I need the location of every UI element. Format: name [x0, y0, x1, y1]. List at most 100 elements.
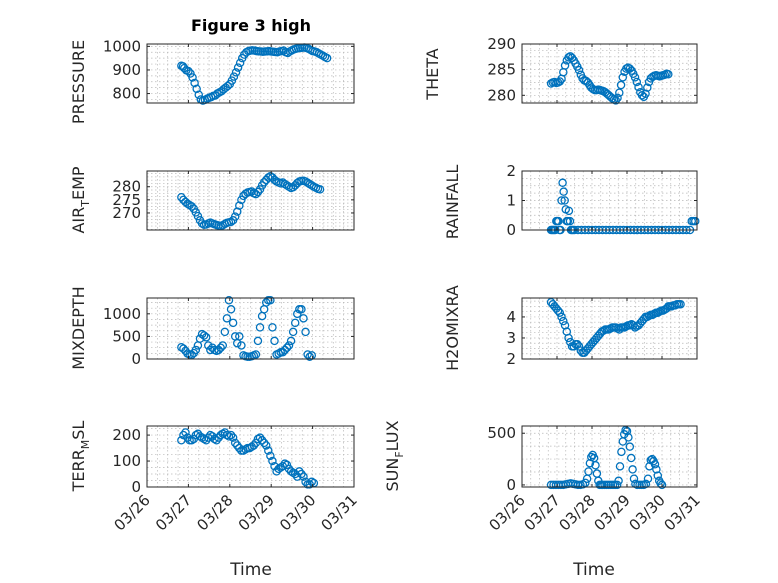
data-point — [231, 68, 241, 77]
data-point — [574, 65, 584, 75]
data-point — [624, 433, 633, 442]
data-point — [218, 341, 228, 350]
data-point — [282, 343, 292, 352]
data-point — [573, 340, 582, 349]
data-point — [210, 434, 219, 444]
data-point — [261, 298, 271, 307]
data-point — [224, 432, 234, 441]
data-point — [574, 342, 584, 351]
y-tick-label: 280 — [112, 178, 141, 196]
data-point — [652, 465, 661, 474]
x-tick-label: 03/29 — [591, 491, 634, 534]
data-point — [634, 82, 643, 92]
x-tick-label: 03/30 — [626, 491, 669, 534]
data-point — [228, 318, 238, 328]
data-point — [303, 350, 312, 359]
data-point — [564, 206, 574, 216]
data-point — [560, 196, 569, 205]
data-point — [249, 441, 259, 450]
ylabel-sun-flux: SUNFLUX — [383, 420, 406, 491]
data-point — [177, 192, 186, 202]
data-point — [305, 179, 314, 189]
x-tick-label: 03/26 — [111, 491, 154, 534]
panel-rainfall: RAINFALL 0 1 2 — [443, 162, 700, 240]
data-point — [279, 46, 288, 55]
data-point — [617, 447, 626, 457]
data-point — [230, 438, 240, 448]
data-point — [184, 66, 193, 76]
x-tick-label: 03/27 — [152, 491, 195, 534]
ylabel-mixdepth: MIXDEPTH — [69, 286, 88, 369]
data-point — [691, 216, 700, 226]
data-point — [664, 70, 673, 79]
data-point — [179, 344, 188, 353]
data-point — [186, 69, 195, 78]
data-point — [581, 478, 590, 488]
y-tick-label: 4 — [506, 308, 516, 326]
data-point — [629, 474, 639, 483]
data-point — [270, 461, 279, 471]
data-point — [657, 480, 667, 490]
data-point — [268, 456, 277, 466]
data-point — [315, 185, 325, 194]
data-point — [266, 296, 275, 305]
data-point — [626, 453, 636, 463]
data-point — [301, 327, 310, 337]
data-point — [615, 88, 624, 97]
data-point — [188, 73, 197, 82]
data-point — [290, 469, 300, 479]
data-point — [192, 84, 201, 94]
y-tick-label: 200 — [112, 426, 141, 444]
data-point — [183, 433, 192, 442]
data-point — [585, 458, 595, 468]
data-point — [653, 471, 663, 480]
y-tick-label: 0 — [131, 350, 141, 368]
data-point — [253, 434, 263, 444]
data-point — [228, 433, 238, 442]
data-point — [307, 181, 317, 190]
data-point — [591, 461, 600, 470]
y-tick-label: 3 — [506, 329, 516, 347]
x-tick-label: 03/30 — [276, 491, 319, 534]
axes-frame — [146, 297, 355, 360]
axes-frame — [521, 425, 698, 488]
data-point — [255, 323, 265, 332]
data-point — [199, 331, 209, 340]
y-tick-label: 270 — [112, 204, 141, 222]
xlabel-right: Time — [572, 560, 615, 580]
data-point — [216, 430, 225, 440]
panel-mixdepth: MIXDEPTH 0 500 1000 — [69, 286, 355, 370]
panel-pressure: PRESSURE 800 900 1000 — [69, 37, 355, 124]
data-point — [286, 467, 296, 476]
data-point — [297, 305, 306, 314]
data-point — [193, 211, 203, 221]
data-point — [618, 73, 628, 82]
panel-theta: THETA 280 285 290 — [423, 35, 698, 105]
ylabel-rainfall: RAINFALL — [443, 165, 462, 240]
data-point — [251, 350, 261, 359]
data-point — [212, 436, 221, 445]
data-point — [286, 336, 296, 346]
data-point — [253, 187, 263, 197]
data-point — [197, 433, 207, 442]
data-point — [235, 332, 244, 341]
data-point — [621, 425, 630, 435]
data-point — [305, 480, 314, 489]
data-point — [299, 472, 308, 481]
data-point — [284, 341, 294, 350]
data-point — [223, 81, 232, 91]
data-point — [671, 301, 680, 310]
data-point — [650, 309, 659, 319]
y-tick-label: 0 — [506, 221, 516, 239]
data-point — [226, 217, 236, 227]
panel-terr-msl: TERRMSL 0 100 200 03/2603/2703/2803/2903/30… — [69, 421, 361, 535]
data-point — [206, 345, 215, 355]
data-point — [235, 58, 245, 68]
data-point — [268, 323, 277, 332]
data-point — [613, 93, 622, 103]
data-point — [255, 433, 265, 442]
x-tick-label: 03/28 — [556, 491, 599, 534]
data-point — [280, 179, 290, 189]
data-point — [245, 443, 254, 453]
data-point — [616, 80, 626, 90]
